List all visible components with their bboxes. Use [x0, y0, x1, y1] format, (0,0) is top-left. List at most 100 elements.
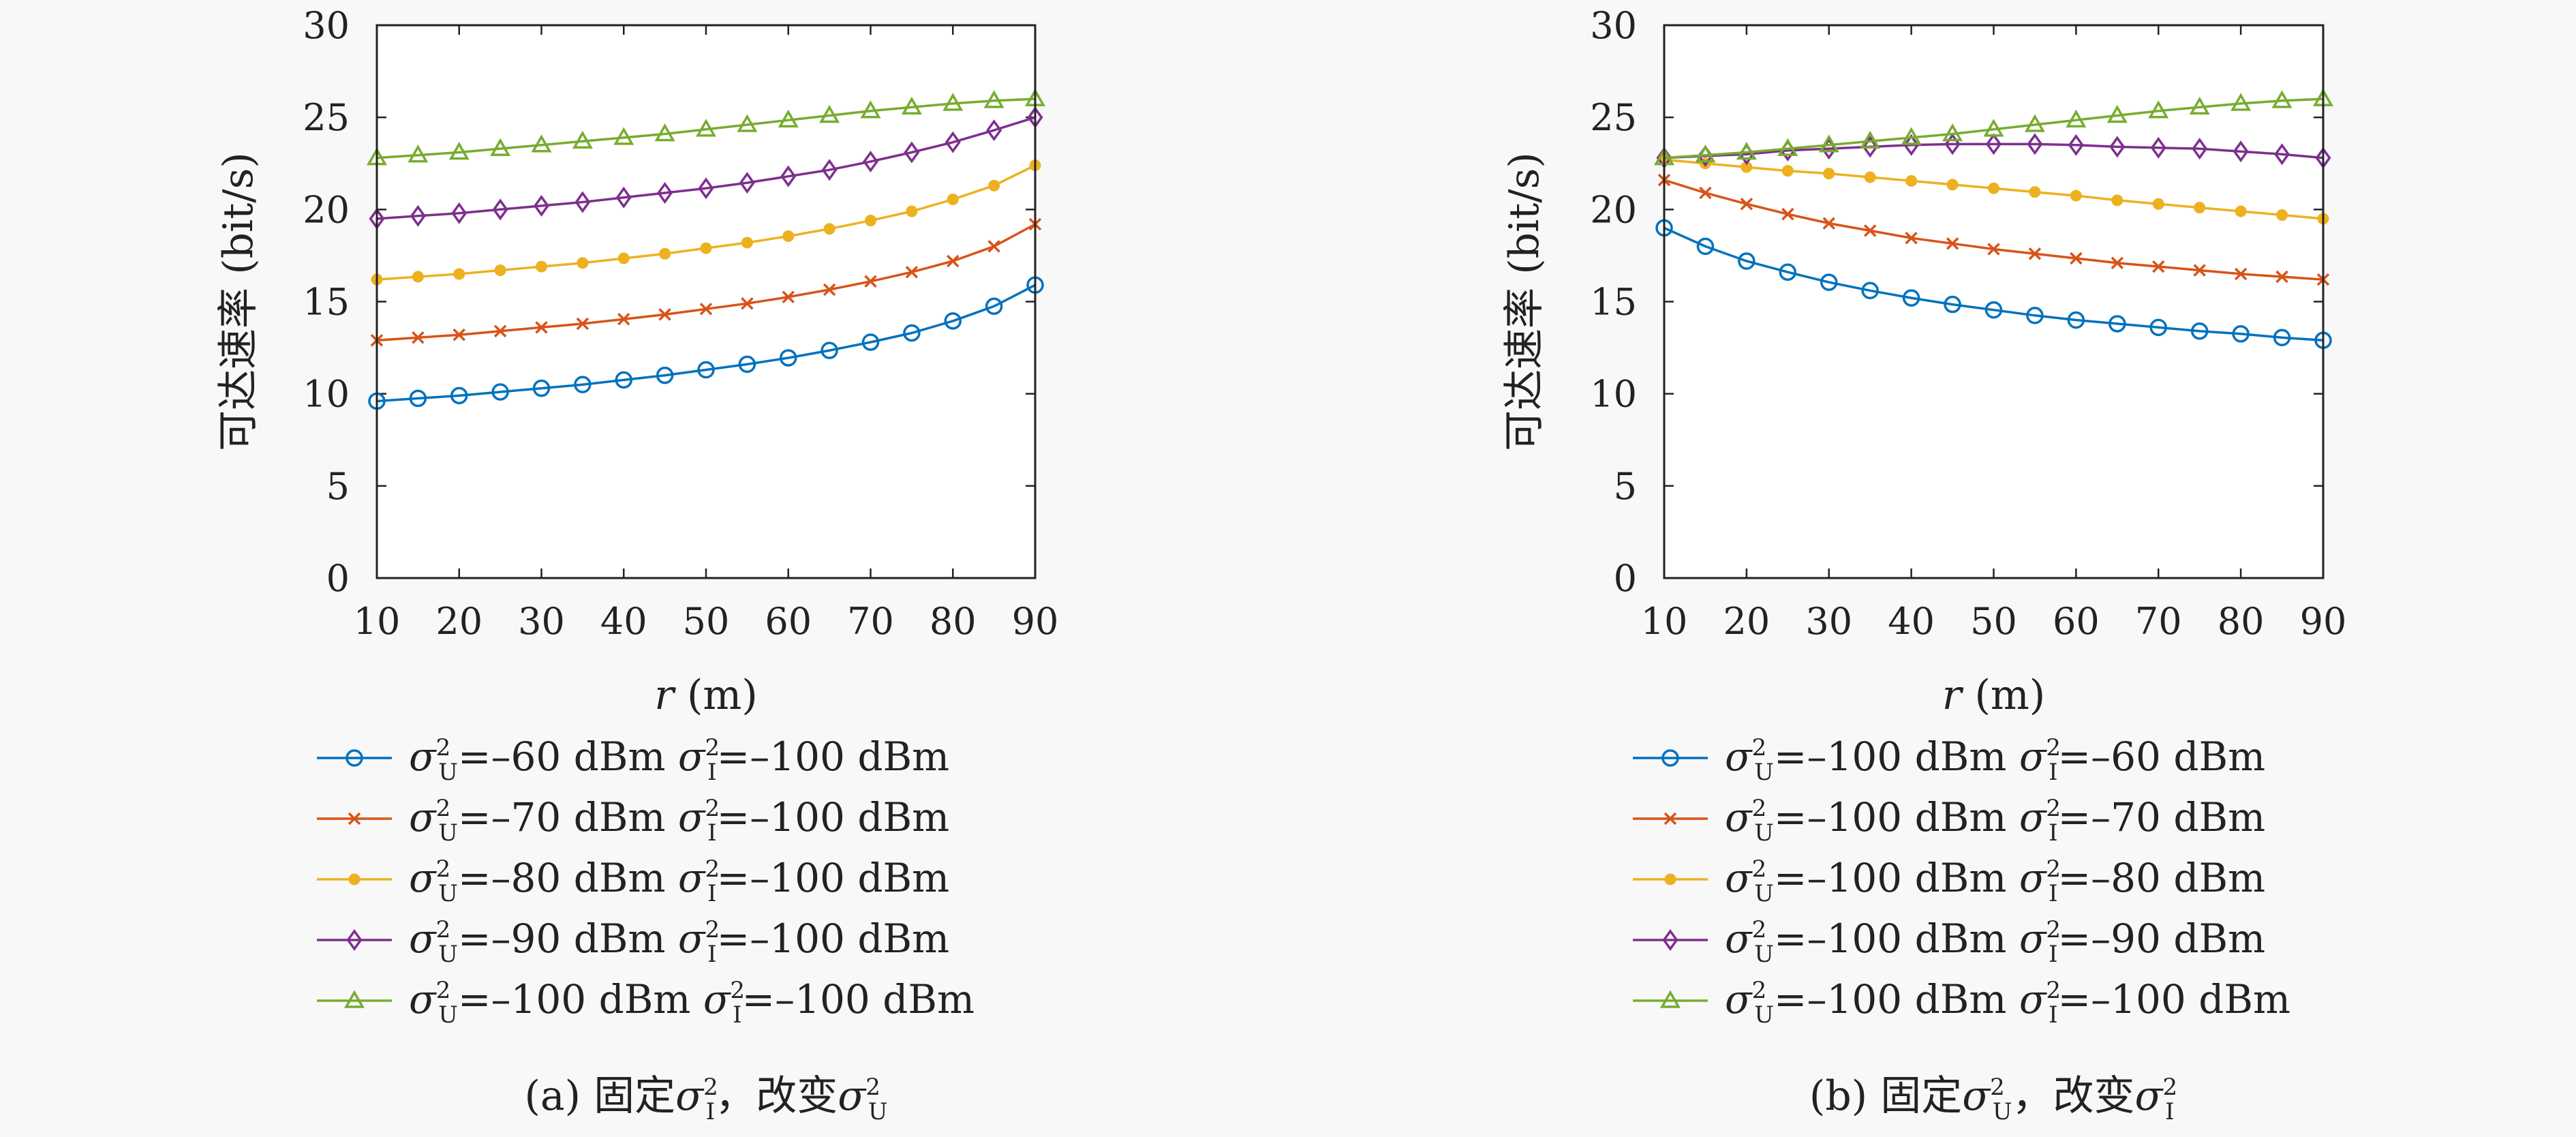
data-point [409, 389, 427, 408]
data-point [819, 104, 840, 123]
legend-marker [346, 929, 363, 951]
data-point [2066, 109, 2087, 127]
data-point [947, 193, 959, 205]
data-point [782, 230, 795, 243]
legend-entry: σ2 U=–100 dBm σ2 I=–70 dBm [1633, 794, 2265, 847]
data-point [986, 119, 1002, 142]
data-point [904, 141, 920, 164]
legend-sigma: σ [1725, 733, 1753, 780]
data-point [2193, 264, 2206, 277]
y-tick-label: 25 [303, 96, 350, 139]
caption-superscript: 2 [2162, 1074, 2177, 1101]
x-axis-label: r (m) [654, 671, 757, 719]
data-point [1699, 186, 1712, 200]
legend-entry: σ2 U=–100 dBm σ2 I=–80 dBm [1633, 855, 2265, 907]
data-point [699, 303, 713, 316]
data-point [2026, 307, 2044, 324]
data-point [1864, 171, 1876, 183]
x-tick-label: 70 [847, 600, 894, 643]
series-1 [370, 217, 1042, 347]
data-point [1736, 142, 1757, 160]
data-point [698, 177, 714, 200]
data-point [944, 312, 962, 330]
legend-value: =–100 dBm [717, 794, 950, 840]
x-tick-label: 30 [518, 600, 565, 643]
data-point [574, 376, 592, 393]
data-point [780, 349, 797, 367]
legend-value: =–100 dBm [742, 976, 975, 1022]
legend: σ2 U=–100 dBm σ2 I=–60 dBm σ2 U=–100 dBm σ2 I… [1633, 733, 2290, 1029]
data-point [1861, 282, 1879, 300]
legend-superscript: 2 [1752, 916, 1767, 943]
legend-entry: σ2 U=–100 dBm σ2 I=–100 dBm [317, 976, 975, 1029]
data-point [450, 386, 468, 405]
data-point [901, 96, 922, 115]
data-point [658, 308, 671, 321]
data-point [1777, 138, 1798, 156]
data-point [617, 252, 630, 264]
caption-superscript: 2 [865, 1074, 880, 1101]
series-0 [368, 276, 1044, 410]
data-point [1779, 263, 1797, 281]
legend-superscript: 2 [730, 977, 745, 1004]
data-point [905, 266, 919, 279]
data-point [778, 109, 799, 127]
caption-subscript: I [706, 1098, 715, 1125]
data-point [2190, 322, 2209, 340]
legend-superscript: 2 [1752, 855, 1767, 883]
caption-mid: ，改变 [715, 1072, 838, 1120]
legend-value: =–100 dBm [1774, 855, 2019, 901]
data-point [494, 264, 506, 277]
legend-entry: σ2 U=–100 dBm σ2 I=–60 dBm [1633, 733, 2265, 786]
legend-value: =–80 dBm [2058, 855, 2266, 901]
legend-value: =–100 dBm [458, 976, 703, 1022]
legend-superscript: 2 [2046, 795, 2061, 822]
x-tick-label: 30 [1805, 600, 1852, 643]
data-point [1696, 237, 1715, 256]
legend-superscript: 2 [436, 734, 451, 761]
x-tick-label: 60 [765, 600, 812, 643]
legend-superscript: 2 [436, 916, 451, 943]
data-point [739, 172, 755, 194]
legend-marker [1659, 990, 1681, 1008]
legend-subscript: U [438, 941, 458, 968]
data-point [617, 312, 630, 326]
data-point [574, 191, 591, 213]
legend-subscript: I [707, 941, 716, 968]
data-point [823, 223, 835, 235]
data-point [448, 142, 470, 160]
legend-label: σ2 U=–100 dBm σ2 I=–100 dBm [409, 976, 975, 1029]
data-point [2274, 143, 2290, 166]
legend-value: =–90 dBm [458, 915, 678, 962]
y-axis-label: 可达速率 (bit/s) [1501, 152, 1548, 451]
data-point [1822, 217, 1835, 230]
x-tick-label: 10 [354, 600, 401, 643]
chart-panel-b: 10 20 30 40 50 60 70 80 90 0 5 10 15 20 25 30 r (m) 可达速率 … [1501, 4, 2346, 1125]
data-point [1985, 133, 2002, 155]
data-point [2230, 93, 2252, 111]
x-tick-label: 40 [600, 600, 647, 643]
legend-sigma: σ [409, 733, 437, 780]
legend-subscript: I [707, 880, 716, 907]
data-point [2273, 329, 2291, 346]
data-point [453, 328, 465, 342]
data-point [988, 179, 1000, 192]
series-2 [371, 159, 1041, 286]
data-point [2070, 190, 2082, 202]
y-tick-label: 15 [303, 281, 350, 324]
data-point [2189, 96, 2210, 115]
series-3 [369, 106, 1043, 230]
legend-entry: σ2 U=–60 dBm σ2 I=–100 dBm [317, 733, 949, 786]
y-tick-label: 10 [1590, 373, 1637, 416]
caption-subscript: I [2165, 1098, 2174, 1125]
legend-value: =–80 dBm [458, 855, 678, 901]
data-point [2275, 270, 2288, 284]
legend-subscript: U [438, 759, 458, 786]
data-point [1818, 134, 1839, 153]
data-point [536, 260, 547, 273]
data-point [2148, 100, 2169, 119]
legend-subscript: I [2049, 819, 2057, 847]
data-point [2067, 311, 2085, 329]
data-point [738, 355, 756, 374]
